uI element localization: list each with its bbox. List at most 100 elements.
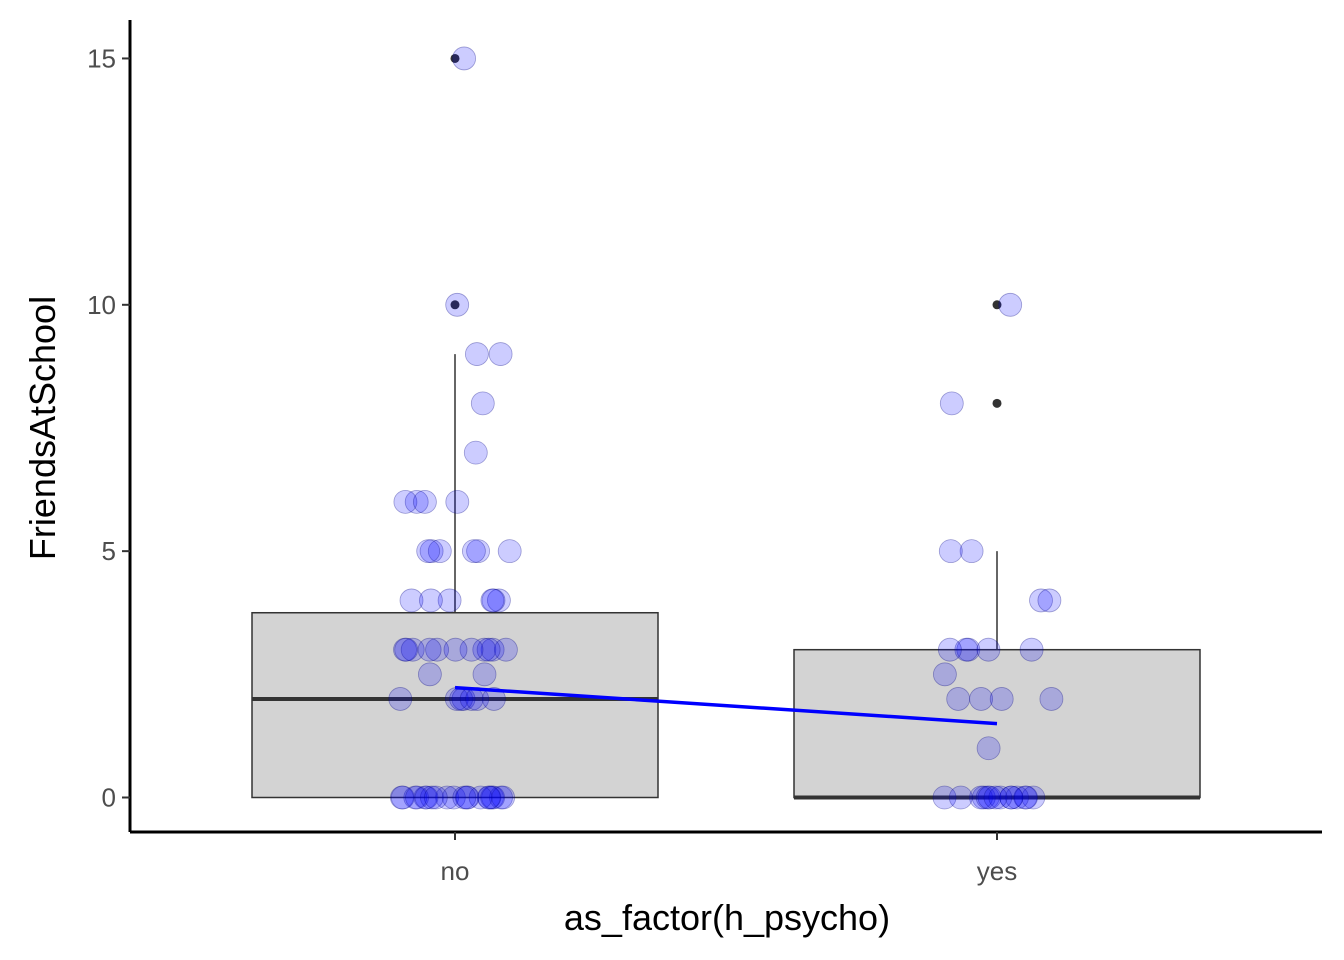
jitter-point-no-9 bbox=[412, 489, 437, 514]
jitter-point-no-60 bbox=[476, 785, 501, 810]
jitter-point-yes-8 bbox=[954, 637, 979, 662]
jitter-point-no-42 bbox=[477, 785, 502, 810]
jitter-point-yes-30 bbox=[983, 785, 1008, 810]
jitter-point-no-48 bbox=[481, 785, 506, 810]
jitter-point-yes-16 bbox=[976, 736, 1001, 761]
jitter-point-no-52 bbox=[390, 785, 415, 810]
jitter-point-no-13 bbox=[461, 539, 486, 564]
outlier-point-yes-1 bbox=[992, 300, 1002, 310]
jitter-point-no-45 bbox=[435, 785, 460, 810]
jitter-point-yes-19 bbox=[999, 785, 1024, 810]
jitter-point-no-29 bbox=[459, 637, 484, 662]
jitter-point-no-5 bbox=[463, 440, 488, 465]
jitter-point-no-18 bbox=[481, 588, 506, 613]
jitter-point-yes-13 bbox=[969, 687, 993, 711]
jitter-point-no-15 bbox=[416, 539, 441, 564]
jitter-point-no-19 bbox=[480, 588, 505, 613]
jitter-point-no-2 bbox=[488, 342, 513, 366]
y-axis-title: FriendsAtSchool bbox=[22, 296, 63, 560]
jitter-point-yes-25 bbox=[948, 785, 973, 810]
jitter-point-yes-0 bbox=[998, 292, 1023, 317]
jitter-point-yes-9 bbox=[976, 637, 1001, 662]
outliers-layer bbox=[450, 53, 1002, 408]
jitter-point-no-7 bbox=[404, 489, 429, 514]
jitter-point-yes-11 bbox=[933, 662, 957, 687]
jitter-point-yes-4 bbox=[1029, 588, 1053, 613]
jitter-point-no-41 bbox=[481, 687, 506, 711]
jitter-point-no-21 bbox=[418, 588, 443, 613]
jitter-point-no-25 bbox=[493, 637, 518, 662]
jitter-point-yes-29 bbox=[999, 785, 1024, 810]
jitter-point-no-0 bbox=[452, 46, 477, 71]
jitter-point-no-10 bbox=[419, 539, 444, 564]
jitter-point-no-54 bbox=[491, 785, 516, 810]
jitter-point-yes-5 bbox=[1037, 588, 1062, 613]
x-tick-label-yes: yes bbox=[977, 856, 1017, 886]
x-tick-label-no: no bbox=[441, 856, 470, 886]
jitter-point-no-8 bbox=[393, 489, 418, 514]
jitter-point-yes-26 bbox=[1005, 785, 1029, 810]
outlier-point-no-0 bbox=[450, 300, 460, 310]
jitter-point-yes-2 bbox=[959, 539, 984, 564]
jitter-point-no-17 bbox=[486, 588, 511, 613]
jitter-point-yes-6 bbox=[956, 637, 981, 662]
jitter-point-no-49 bbox=[419, 785, 444, 810]
jitter-point-no-16 bbox=[399, 588, 424, 613]
jitter-point-no-3 bbox=[464, 342, 489, 366]
outlier-point-yes-0 bbox=[992, 398, 1002, 408]
jitter-point-no-11 bbox=[497, 539, 522, 564]
jitter-point-yes-22 bbox=[1013, 785, 1038, 810]
jitter-point-no-33 bbox=[472, 662, 497, 687]
jitter-point-yes-21 bbox=[932, 785, 957, 810]
y-tick-label-10: 10 bbox=[87, 290, 116, 320]
x-axis-title: as_factor(h_psycho) bbox=[564, 897, 890, 938]
jitter-point-no-1 bbox=[445, 292, 470, 317]
jitter-point-no-12 bbox=[466, 539, 491, 564]
jitter-point-yes-27 bbox=[988, 785, 1013, 810]
jitter-point-no-53 bbox=[405, 785, 429, 810]
jitter-point-yes-7 bbox=[1019, 637, 1044, 662]
y-tick-label-15: 15 bbox=[87, 43, 116, 73]
jitter-point-no-31 bbox=[417, 637, 442, 662]
jitter-point-yes-12 bbox=[946, 687, 971, 711]
jitter-point-no-27 bbox=[400, 637, 425, 662]
jitter-point-no-14 bbox=[427, 539, 452, 564]
jitter-point-no-47 bbox=[403, 785, 428, 810]
jitter-point-no-4 bbox=[470, 391, 495, 416]
jitter-point-no-50 bbox=[389, 785, 414, 810]
jitter-point-yes-20 bbox=[975, 785, 1000, 810]
jitter-point-yes-23 bbox=[977, 785, 1002, 810]
mean-line bbox=[454, 685, 998, 726]
y-tick-label-0: 0 bbox=[102, 783, 116, 813]
mean-line-layer bbox=[454, 685, 998, 726]
jitter-point-yes-10 bbox=[938, 637, 962, 662]
jitter-point-no-43 bbox=[413, 785, 438, 810]
jitter-point-no-59 bbox=[452, 785, 477, 810]
jitter-point-no-22 bbox=[480, 637, 505, 662]
box-no bbox=[251, 611, 659, 799]
jitter-point-no-34 bbox=[417, 662, 442, 687]
jitter-point-no-46 bbox=[489, 785, 513, 810]
jitter-point-no-61 bbox=[454, 785, 479, 810]
jitter-point-no-26 bbox=[476, 637, 501, 662]
jitter-point-yes-18 bbox=[969, 785, 993, 810]
axes-layer: 0 5 10 15 no yes bbox=[87, 20, 1322, 886]
jitter-point-yes-3 bbox=[938, 539, 963, 564]
jitter-point-no-24 bbox=[472, 637, 497, 662]
jitter-point-yes-24 bbox=[1021, 785, 1046, 810]
jitter-point-no-57 bbox=[455, 785, 480, 810]
jitter-points-layer bbox=[388, 46, 1064, 810]
jitter-point-no-28 bbox=[425, 637, 450, 662]
y-tick-label-5: 5 bbox=[102, 536, 116, 566]
jitter-point-yes-14 bbox=[989, 687, 1014, 711]
jitter-point-yes-28 bbox=[1014, 785, 1038, 810]
jitter-point-no-36 bbox=[388, 687, 413, 711]
jitter-point-yes-15 bbox=[1039, 687, 1064, 711]
jitter-point-no-55 bbox=[414, 785, 439, 810]
jitter-point-no-32 bbox=[443, 637, 468, 662]
jitter-point-no-44 bbox=[480, 785, 504, 810]
jitter-point-no-23 bbox=[393, 637, 417, 662]
outlier-point-no-1 bbox=[450, 53, 460, 63]
jitter-point-yes-1 bbox=[939, 391, 964, 416]
